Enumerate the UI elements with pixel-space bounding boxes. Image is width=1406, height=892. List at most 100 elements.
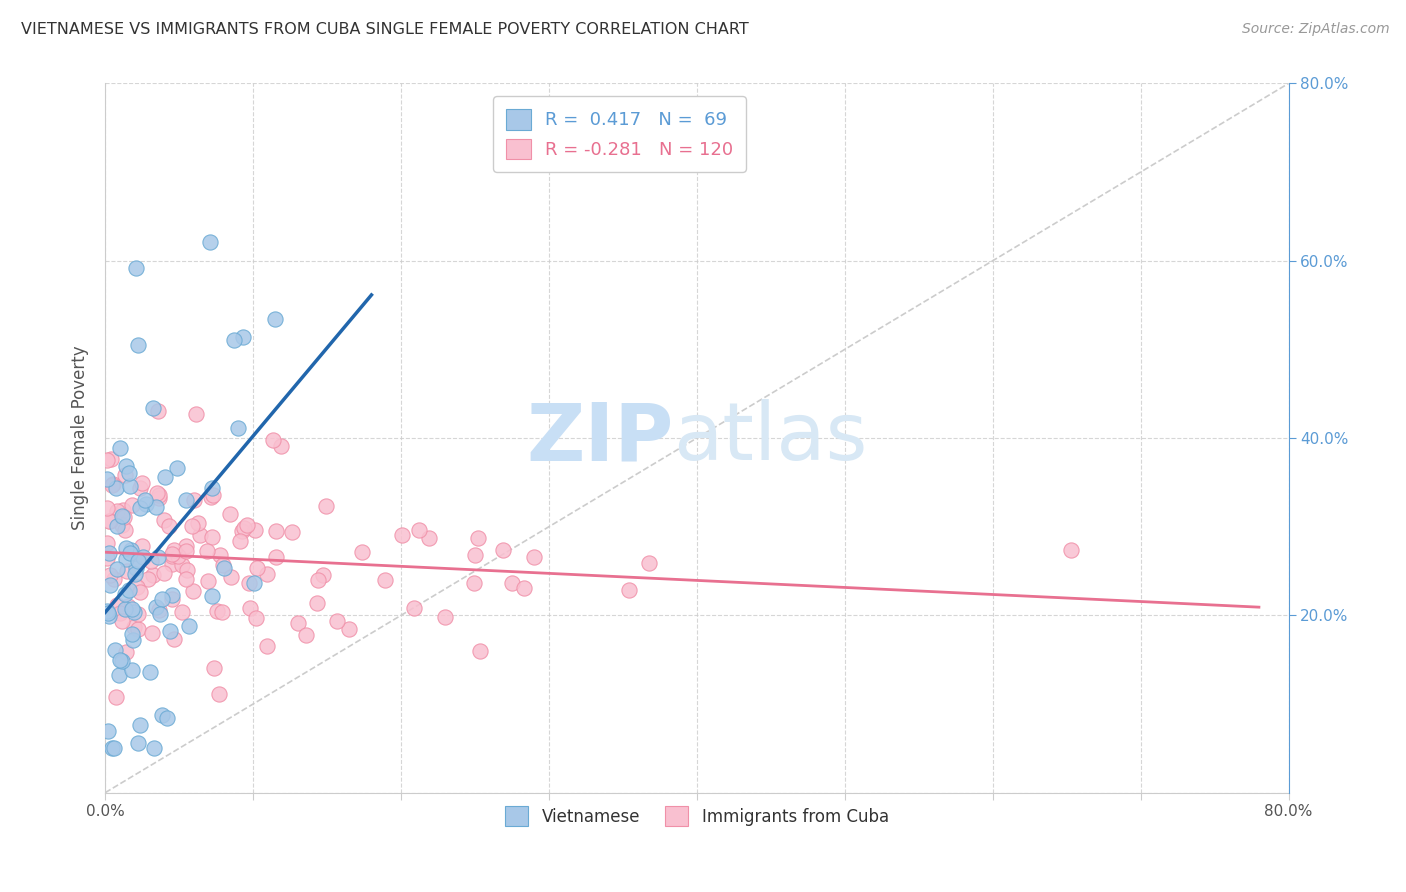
- Point: [238, 601, 260, 615]
- Point: [122, 605, 145, 619]
- Point: [114, 587, 136, 601]
- Point: [150, 591, 173, 606]
- Point: [637, 557, 659, 571]
- Point: [352, 545, 374, 559]
- Point: [105, 518, 128, 533]
- Point: [103, 741, 125, 756]
- Point: [111, 503, 134, 517]
- Point: [98, 514, 121, 528]
- Point: [111, 614, 134, 628]
- Point: [118, 479, 141, 493]
- Point: [470, 644, 492, 658]
- Point: [243, 523, 266, 537]
- Point: [96, 501, 118, 516]
- Point: [115, 552, 138, 566]
- Point: [238, 575, 260, 590]
- Point: [264, 549, 287, 564]
- Point: [118, 466, 141, 480]
- Point: [101, 477, 124, 491]
- Point: [103, 477, 125, 491]
- Point: [100, 452, 122, 467]
- Point: [183, 493, 205, 508]
- Point: [104, 643, 127, 657]
- Point: [256, 567, 278, 582]
- Point: [146, 486, 169, 500]
- Point: [96, 551, 118, 566]
- Point: [160, 592, 183, 607]
- Point: [96, 604, 118, 618]
- Point: [270, 439, 292, 453]
- Point: [434, 610, 457, 624]
- Point: [464, 548, 486, 562]
- Point: [163, 632, 186, 646]
- Point: [463, 576, 485, 591]
- Point: [1060, 542, 1083, 557]
- Point: [131, 540, 153, 554]
- Point: [408, 524, 430, 538]
- Point: [201, 481, 224, 495]
- Point: [134, 492, 156, 507]
- Y-axis label: Single Female Poverty: Single Female Poverty: [72, 346, 89, 531]
- Point: [208, 686, 231, 700]
- Point: [167, 549, 190, 563]
- Point: [150, 707, 173, 722]
- Point: [211, 605, 233, 619]
- Point: [114, 523, 136, 537]
- Point: [295, 628, 318, 642]
- Point: [181, 519, 204, 533]
- Point: [418, 531, 440, 545]
- Legend: Vietnamese, Immigrants from Cuba: Vietnamese, Immigrants from Cuba: [496, 798, 897, 834]
- Point: [232, 521, 254, 535]
- Point: [160, 549, 183, 563]
- Point: [148, 603, 170, 617]
- Point: [110, 441, 132, 455]
- Point: [188, 528, 211, 542]
- Point: [100, 741, 122, 756]
- Point: [142, 568, 165, 582]
- Point: [114, 601, 136, 615]
- Point: [127, 554, 149, 568]
- Text: Source: ZipAtlas.com: Source: ZipAtlas.com: [1241, 22, 1389, 37]
- Point: [212, 561, 235, 575]
- Point: [218, 507, 240, 521]
- Point: [160, 557, 183, 571]
- Point: [162, 547, 184, 561]
- Point: [512, 582, 534, 596]
- Point: [281, 524, 304, 539]
- Point: [312, 568, 335, 582]
- Point: [124, 567, 146, 582]
- Point: [97, 723, 120, 738]
- Point: [146, 549, 169, 564]
- Point: [135, 497, 157, 511]
- Point: [96, 536, 118, 550]
- Point: [124, 620, 146, 634]
- Point: [287, 615, 309, 630]
- Point: [97, 608, 120, 623]
- Point: [201, 590, 224, 604]
- Point: [148, 488, 170, 502]
- Point: [127, 607, 149, 622]
- Point: [315, 499, 337, 513]
- Point: [129, 501, 152, 516]
- Text: VIETNAMESE VS IMMIGRANTS FROM CUBA SINGLE FEMALE POVERTY CORRELATION CHART: VIETNAMESE VS IMMIGRANTS FROM CUBA SINGL…: [21, 22, 749, 37]
- Point: [127, 580, 149, 594]
- Point: [243, 576, 266, 591]
- Point: [122, 633, 145, 648]
- Point: [111, 654, 134, 668]
- Point: [229, 533, 252, 548]
- Point: [162, 588, 184, 602]
- Point: [153, 470, 176, 484]
- Point: [263, 311, 285, 326]
- Point: [114, 541, 136, 556]
- Point: [115, 644, 138, 658]
- Point: [97, 606, 120, 620]
- Point: [128, 718, 150, 732]
- Point: [131, 475, 153, 490]
- Point: [501, 576, 523, 591]
- Point: [129, 482, 152, 496]
- Point: [523, 549, 546, 564]
- Point: [208, 548, 231, 562]
- Point: [202, 661, 225, 675]
- Point: [127, 622, 149, 636]
- Point: [108, 653, 131, 667]
